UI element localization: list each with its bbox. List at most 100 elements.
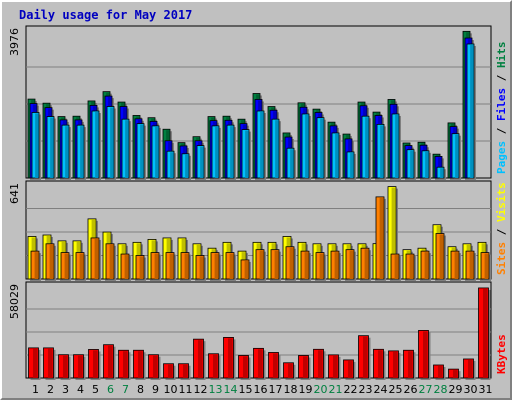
- x-tick-label-3: 3: [62, 383, 69, 396]
- bar-pages-day-7: [121, 118, 131, 180]
- bar-kbytes-day-9: [148, 354, 161, 380]
- x-tick-label-1: 1: [32, 383, 39, 396]
- bar-sites-day-17: [270, 249, 281, 281]
- bar-kbytes-day-4: [73, 354, 86, 380]
- bars-visits-sites: [27, 186, 491, 281]
- bar-sites-day-27: [420, 250, 431, 281]
- bar-pages-day-20: [316, 117, 326, 180]
- legend-entry: /: [495, 222, 508, 242]
- bar-kbytes-day-23: [358, 335, 371, 380]
- x-tick-label-18: 18: [284, 383, 298, 396]
- y-max-label: 3976: [8, 28, 21, 56]
- bar-sites-day-4: [75, 252, 86, 281]
- x-tick-label-6: 6: [107, 383, 114, 396]
- bar-pages-day-1: [31, 112, 41, 180]
- x-tick-label-19: 19: [299, 383, 313, 396]
- x-tick-label-16: 16: [254, 383, 268, 396]
- bar-kbytes-day-2: [43, 347, 56, 380]
- bar-pages-day-8: [136, 123, 146, 180]
- bar-kbytes-day-12: [193, 338, 206, 380]
- x-tick-label-5: 5: [92, 383, 99, 396]
- bar-sites-day-1: [30, 250, 41, 281]
- x-tick-label-28: 28: [434, 383, 448, 396]
- series-legend: KBytes: [495, 334, 508, 374]
- bar-sites-day-12: [195, 255, 206, 281]
- bar-kbytes-day-19: [298, 355, 311, 380]
- bar-pages-day-15: [241, 129, 251, 180]
- bar-kbytes-day-1: [28, 347, 41, 380]
- x-tick-label-17: 17: [269, 383, 283, 396]
- x-tick-label-12: 12: [194, 383, 208, 396]
- bar-sites-day-11: [180, 252, 191, 281]
- bar-pages-day-14: [226, 124, 236, 180]
- bar-kbytes-day-29: [448, 368, 461, 380]
- legend-entry: Visits: [495, 182, 508, 222]
- legend-entry: Pages: [495, 141, 508, 174]
- bar-pages-day-5: [91, 110, 101, 180]
- chart-title: Daily usage for May 2017: [19, 8, 192, 22]
- bar-pages-day-29: [451, 133, 461, 180]
- bar-pages-day-27: [421, 150, 431, 180]
- bar-sites-day-18: [285, 246, 296, 281]
- bar-sites-day-21: [330, 250, 341, 281]
- x-tick-label-10: 10: [164, 383, 178, 396]
- bar-kbytes-day-7: [118, 349, 131, 380]
- bar-sites-day-30: [465, 250, 476, 281]
- bar-kbytes-day-20: [313, 348, 326, 380]
- bar-pages-day-18: [286, 147, 296, 180]
- x-tick-label-13: 13: [209, 383, 223, 396]
- bar-sites-day-22: [345, 249, 356, 281]
- bar-pages-day-6: [106, 106, 116, 180]
- x-tick-label-27: 27: [419, 383, 433, 396]
- x-tick-label-4: 4: [77, 383, 84, 396]
- bar-sites-day-5: [90, 237, 101, 281]
- x-tick-label-14: 14: [224, 383, 238, 396]
- bar-pages-day-24: [376, 123, 386, 180]
- bar-sites-day-7: [120, 253, 131, 281]
- legend-entry: KBytes: [495, 334, 508, 374]
- x-tick-label-21: 21: [329, 383, 343, 396]
- series-legend: Sites / Visits: [495, 182, 508, 275]
- bar-pages-day-9: [151, 125, 161, 180]
- bar-pages-day-16: [256, 110, 266, 180]
- bar-kbytes-day-24: [373, 348, 386, 380]
- bar-pages-day-4: [76, 124, 86, 180]
- bar-sites-day-3: [60, 252, 71, 281]
- bar-sites-day-23: [360, 247, 371, 281]
- bar-pages-day-10: [166, 150, 176, 180]
- series-legend: Pages / Files / Hits: [495, 42, 508, 175]
- bar-sites-day-26: [405, 253, 416, 281]
- bar-pages-day-26: [406, 149, 416, 180]
- bar-pages-day-12: [196, 145, 206, 180]
- legend-entry: Hits: [495, 42, 508, 69]
- bar-sites-day-28: [435, 233, 446, 281]
- bar-kbytes-day-10: [163, 363, 176, 380]
- legend-entry: Files: [495, 88, 508, 121]
- bar-sites-day-13: [210, 252, 221, 281]
- y-max-label: 58029: [8, 284, 21, 319]
- bar-pages-day-3: [61, 124, 71, 180]
- x-tick-label-29: 29: [449, 383, 463, 396]
- bar-sites-day-2: [45, 243, 56, 281]
- x-tick-label-7: 7: [122, 383, 129, 396]
- bar-kbytes-day-6: [103, 344, 116, 380]
- bar-kbytes-day-14: [223, 337, 236, 380]
- bar-kbytes-day-25: [388, 350, 401, 380]
- bar-pages-day-13: [211, 125, 221, 180]
- bar-kbytes-day-3: [58, 354, 71, 380]
- bar-kbytes-day-22: [343, 359, 356, 380]
- bar-pages-day-19: [301, 113, 311, 180]
- legend-entry: /: [495, 68, 508, 88]
- x-tick-label-8: 8: [137, 383, 144, 396]
- x-tick-label-26: 26: [404, 383, 418, 396]
- bar-sites-day-15: [240, 259, 251, 281]
- bar-kbytes-day-28: [433, 364, 446, 380]
- bar-kbytes-day-16: [253, 347, 266, 380]
- y-max-label: 641: [8, 183, 21, 204]
- bar-sites-day-8: [135, 255, 146, 281]
- bar-pages-day-25: [391, 113, 401, 180]
- bar-sites-day-29: [450, 250, 461, 281]
- bar-kbytes-day-17: [268, 352, 281, 380]
- bar-pages-day-17: [271, 118, 281, 180]
